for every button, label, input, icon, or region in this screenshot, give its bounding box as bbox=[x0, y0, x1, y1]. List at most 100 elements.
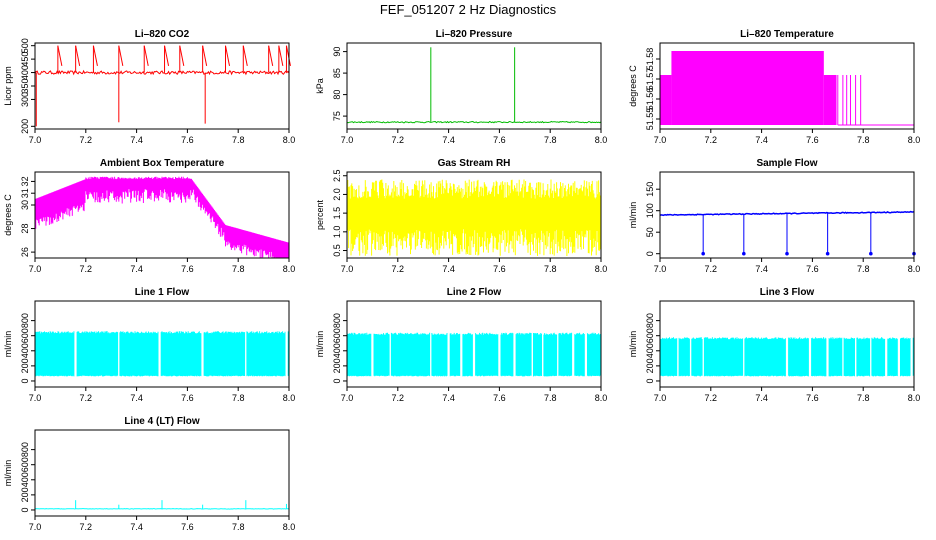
y-tick-label: 100 bbox=[645, 203, 655, 218]
chart-panel: Line 2 Flow 7.0 7.2 7.4 7.6 7.8 8.0 0 2004006008… bbox=[315, 287, 607, 403]
x-tick-label: 7.8 bbox=[232, 393, 245, 403]
plot-frame bbox=[346, 42, 602, 130]
plot-frame bbox=[34, 42, 290, 130]
spike-tail bbox=[57, 45, 63, 66]
series-marks bbox=[659, 337, 915, 377]
y-tick-label: 0 bbox=[645, 378, 655, 383]
y-axis-label: percent bbox=[315, 199, 325, 230]
spike-tail bbox=[268, 45, 274, 66]
y-axis-label: degrees C bbox=[3, 194, 13, 236]
x-tick-label: 7.2 bbox=[392, 264, 405, 274]
y-axis-label: ml/min bbox=[628, 202, 638, 229]
spike-tail bbox=[75, 45, 81, 66]
y-tick-label: 300 bbox=[20, 92, 30, 107]
series-marks bbox=[34, 500, 290, 510]
series-band bbox=[659, 337, 915, 377]
y-tick-label: 200 bbox=[645, 358, 655, 373]
x-tick-label: 8.0 bbox=[283, 393, 296, 403]
x-tick-label: 7.8 bbox=[857, 264, 870, 274]
y-tick-label: 0.5 bbox=[332, 244, 342, 257]
spike-tail bbox=[179, 45, 185, 66]
x-tick-label: 8.0 bbox=[283, 264, 296, 274]
x-tick-label: 7.4 bbox=[442, 264, 455, 274]
x-tick-label: 7.6 bbox=[181, 393, 194, 403]
y-tick-label: 0 bbox=[20, 378, 30, 383]
x-tick-label: 7.2 bbox=[705, 393, 718, 403]
y-tick-label: 350 bbox=[20, 78, 30, 93]
chart-title: Li–820 CO2 bbox=[135, 29, 190, 40]
y-tick-label: 450 bbox=[20, 52, 30, 67]
series-marks bbox=[346, 179, 602, 256]
x-tick-label: 8.0 bbox=[595, 135, 608, 145]
chart-title: Sample Flow bbox=[756, 158, 817, 169]
x-tick-label: 7.4 bbox=[130, 393, 143, 403]
plot-frame bbox=[34, 300, 290, 388]
chart-panel: Line 1 Flow 7.0 7.2 7.4 7.6 7.8 8.0 0 2004006008… bbox=[3, 287, 295, 403]
x-tick-label: 7.6 bbox=[181, 522, 194, 532]
y-tick-label: 51.57 bbox=[645, 68, 655, 91]
x-tick-label: 7.6 bbox=[806, 264, 819, 274]
x-tick-label: 7.4 bbox=[755, 393, 768, 403]
x-tick-label: 7.8 bbox=[232, 522, 245, 532]
y-tick-label: 75 bbox=[332, 111, 342, 121]
series-line bbox=[659, 210, 915, 217]
chart-title: Li–820 Temperature bbox=[740, 29, 834, 40]
x-tick-label: 7.4 bbox=[442, 393, 455, 403]
drop-point bbox=[785, 251, 789, 256]
spike-tail bbox=[225, 45, 230, 66]
x-tick-label: 7.4 bbox=[130, 522, 143, 532]
plot-frame bbox=[659, 171, 915, 259]
y-axis-label: ml/min bbox=[628, 331, 638, 358]
y-tick-label: 800 bbox=[645, 313, 655, 328]
y-tick-label: 26 bbox=[20, 247, 30, 257]
plot-frame bbox=[34, 429, 290, 517]
y-axis-label: Licor ppm bbox=[3, 66, 13, 106]
y-tick-label: 200 bbox=[20, 487, 30, 502]
x-tick-label: 7.0 bbox=[29, 393, 42, 403]
page-title: FEF_051207 2 Hz Diagnostics bbox=[379, 2, 557, 17]
x-tick-label: 7.2 bbox=[705, 135, 718, 145]
y-tick-label: 51.58 bbox=[645, 48, 655, 71]
chart-title: Line 3 Flow bbox=[760, 287, 815, 298]
x-tick-label: 7.8 bbox=[544, 393, 557, 403]
chart-title: Line 4 (LT) Flow bbox=[124, 416, 200, 427]
x-tick-label: 7.8 bbox=[544, 135, 557, 145]
y-tick-label: 600 bbox=[332, 328, 342, 343]
x-tick-label: 7.6 bbox=[806, 393, 819, 403]
chart-title: Li–820 Pressure bbox=[436, 29, 513, 40]
x-tick-label: 7.2 bbox=[80, 135, 93, 145]
series-marks bbox=[346, 332, 602, 377]
y-tick-label: 51.55 bbox=[645, 108, 655, 131]
y-tick-label: 400 bbox=[20, 472, 30, 487]
y-axis-label: ml/min bbox=[315, 331, 325, 358]
series-marks bbox=[34, 176, 290, 258]
y-tick-label: 150 bbox=[645, 182, 655, 197]
y-tick-label: 200 bbox=[20, 119, 30, 134]
x-tick-label: 7.2 bbox=[80, 522, 93, 532]
y-tick-label: 400 bbox=[645, 343, 655, 358]
x-tick-label: 7.6 bbox=[181, 135, 194, 145]
x-tick-label: 8.0 bbox=[595, 393, 608, 403]
x-tick-label: 7.0 bbox=[341, 393, 354, 403]
x-tick-label: 7.8 bbox=[544, 264, 557, 274]
y-tick-label: 80 bbox=[332, 90, 342, 100]
y-tick-label: 200 bbox=[332, 358, 342, 373]
y-tick-label: 28 bbox=[20, 224, 30, 234]
chart-title: Gas Stream RH bbox=[438, 158, 511, 169]
y-tick-label: 800 bbox=[332, 313, 342, 328]
y-tick-label: 51.56 bbox=[645, 88, 655, 111]
y-tick-label: 600 bbox=[645, 328, 655, 343]
x-tick-label: 7.2 bbox=[705, 264, 718, 274]
y-tick-label: 400 bbox=[20, 343, 30, 358]
chart-panel: Li–820 Temperature 7.0 7.2 7.4 7.6 7.8 8.0 51.5… bbox=[628, 29, 920, 145]
y-tick-label: 32 bbox=[20, 176, 30, 186]
temp-block bbox=[671, 51, 824, 125]
series-line bbox=[34, 508, 290, 510]
y-axis-label: degrees C bbox=[628, 65, 638, 107]
x-tick-label: 8.0 bbox=[908, 393, 921, 403]
y-axis-label: ml/min bbox=[3, 460, 13, 487]
plot-frame bbox=[659, 42, 915, 130]
chart-panel: Sample Flow 7.0 7.2 7.4 7.6 7.8 8.0 0 50 100 150 ml… bbox=[628, 158, 920, 274]
